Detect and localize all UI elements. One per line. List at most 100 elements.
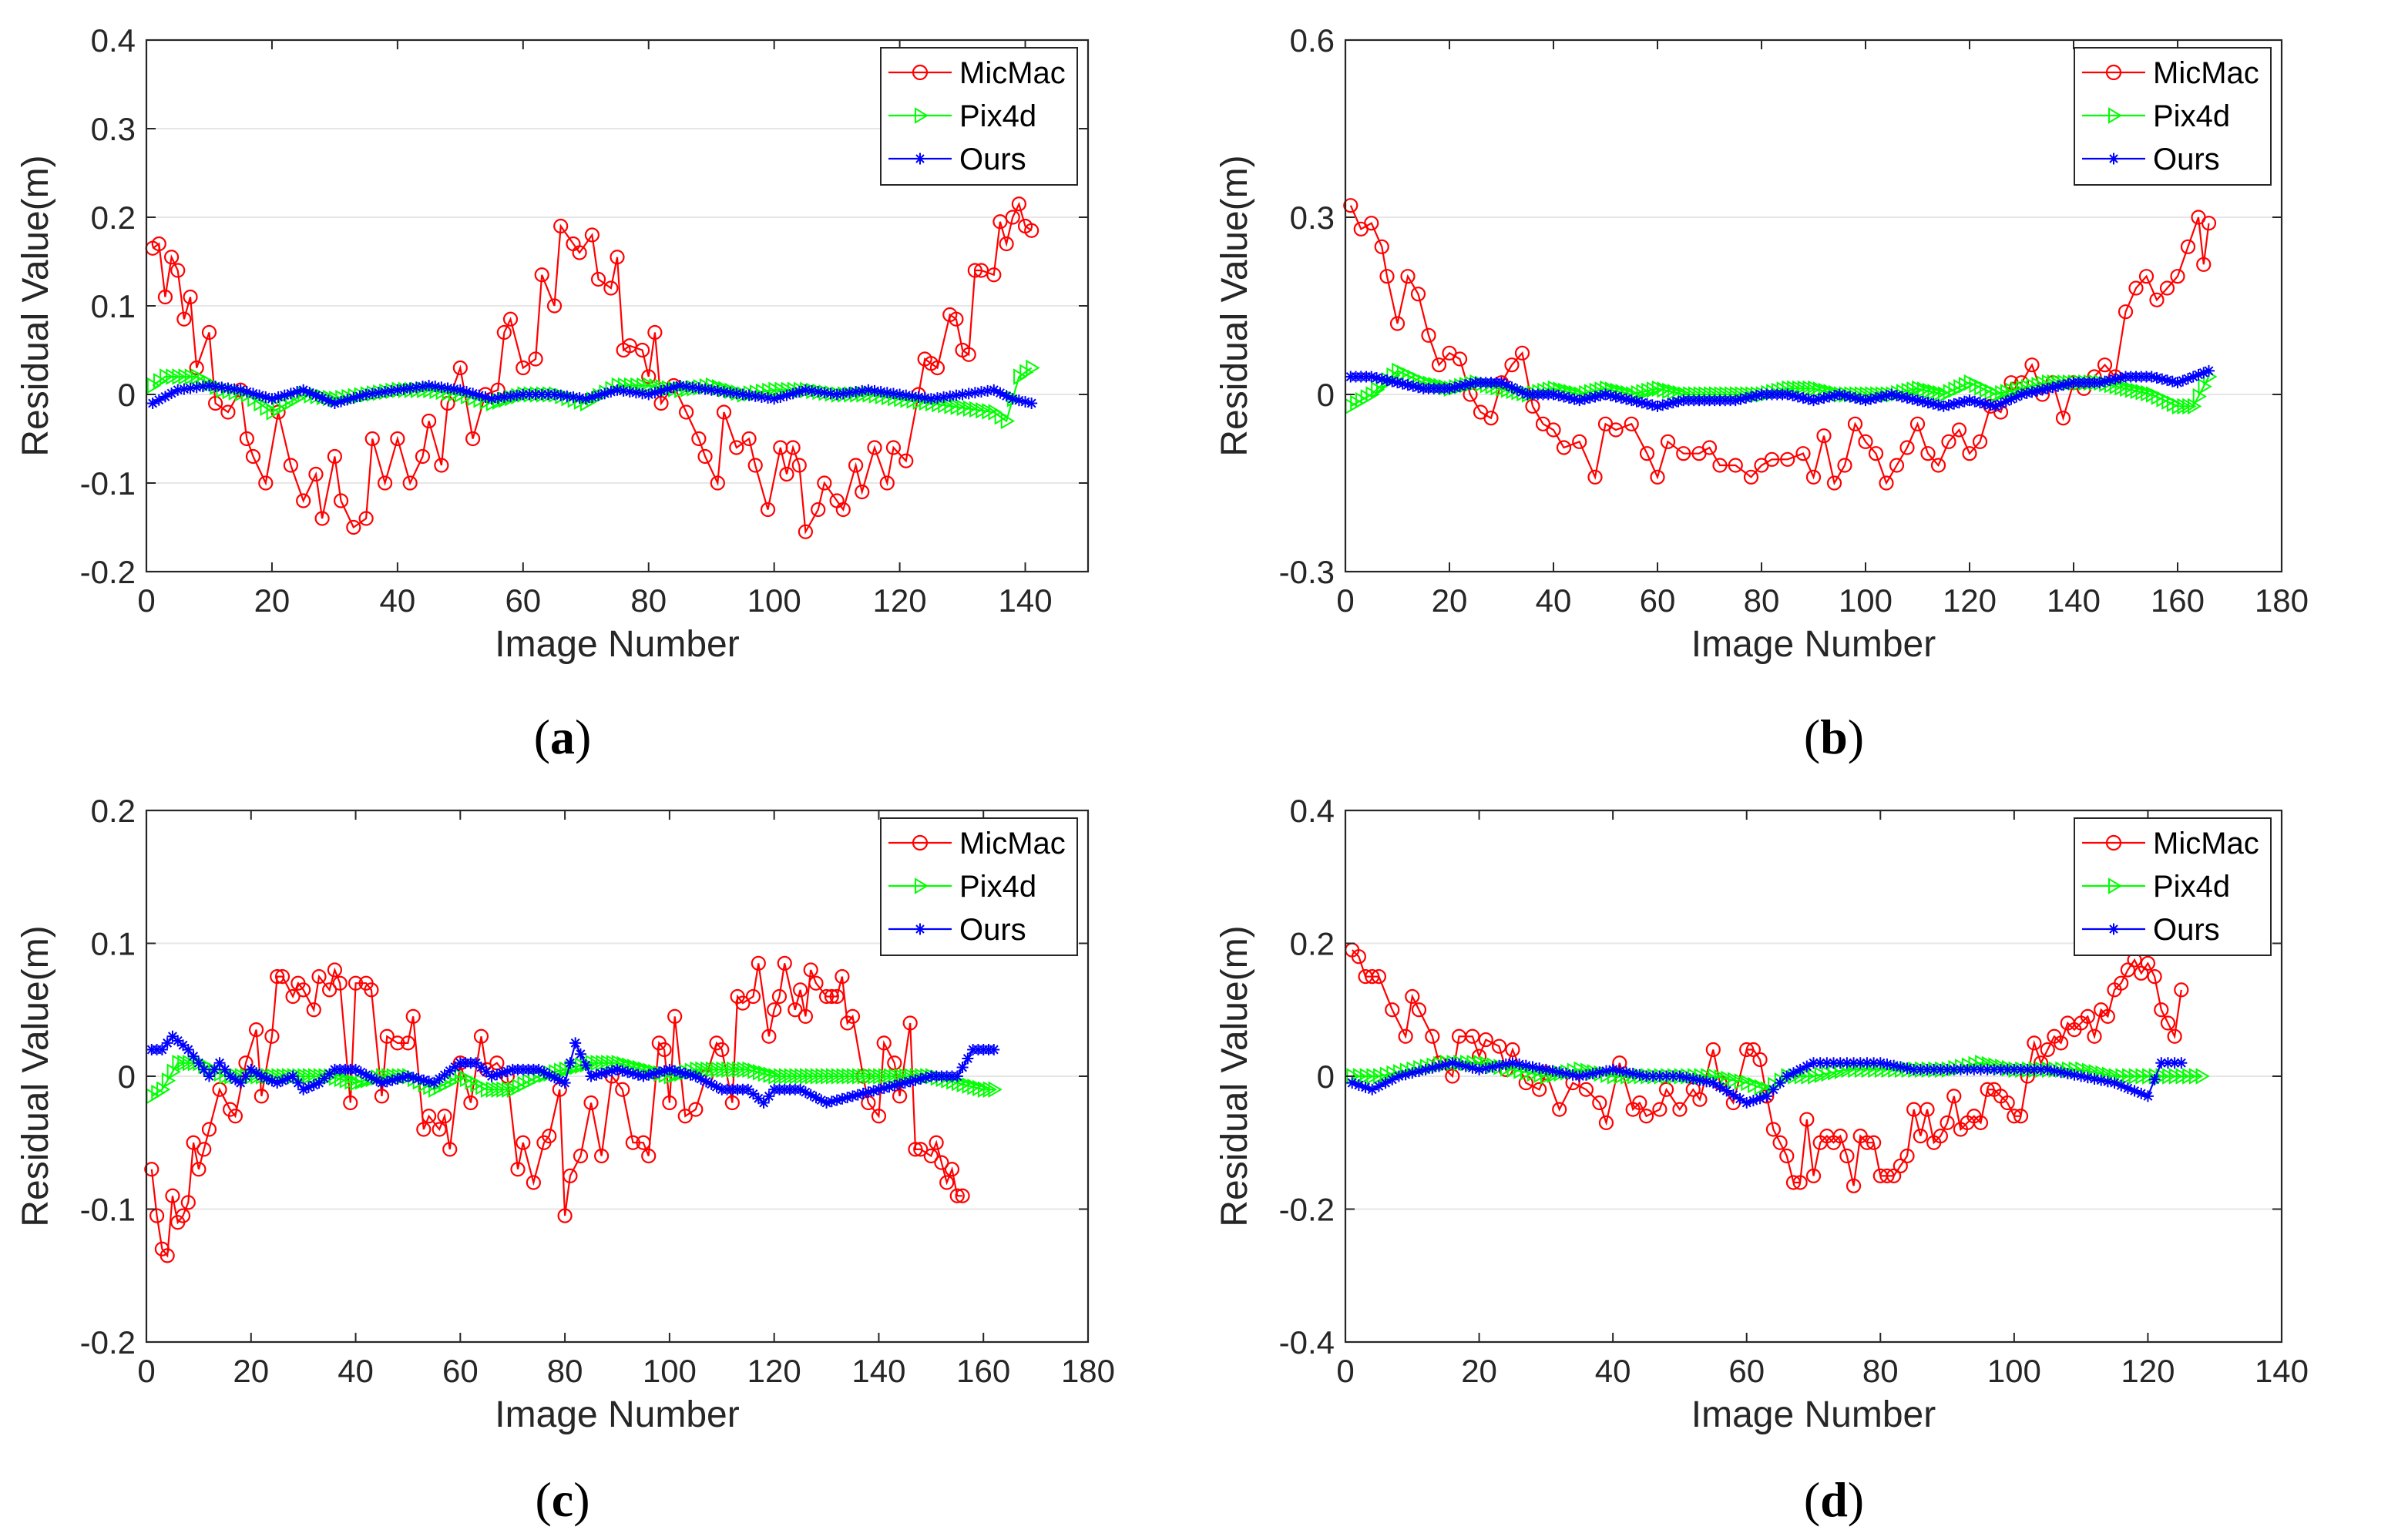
point-ours [690,1070,702,1082]
point-pix4d [2188,1068,2204,1085]
point-ours [161,1037,173,1049]
point-micmac [955,1188,970,1203]
point-ours [1439,1059,1452,1071]
point-pix4d [1607,1068,1622,1085]
point-micmac [208,395,223,411]
point-micmac [2100,1008,2115,1024]
point-micmac [1846,1178,1862,1193]
x-tick-label: 60 [1728,1353,1765,1389]
point-micmac [1652,1102,1668,1117]
point-micmac [1546,422,1561,438]
point-micmac [1743,469,1759,485]
point-ours [491,1069,503,1081]
point-ours [1714,1081,1726,1093]
legend-label: Ours [2153,143,2220,176]
point-micmac [421,413,437,429]
point-ours [757,1097,770,1109]
point-pix4d [2162,1068,2177,1085]
y-tick-label: -0.2 [80,1324,136,1361]
point-micmac [563,1168,578,1183]
x-tick-label: 120 [1943,582,1997,619]
x-axis-label: Image Number [495,624,739,665]
y-tick-label: -0.2 [80,554,136,590]
point-micmac [1389,316,1406,331]
point-micmac [274,969,291,985]
point-micmac [1816,428,1832,444]
y-tick-label: 0 [118,377,136,413]
point-pix4d [1540,1068,1555,1085]
point-ours [1854,1057,1866,1069]
y-tick-label: -0.2 [1279,1192,1335,1228]
x-tick-label: 140 [2047,582,2101,619]
point-micmac [463,1095,479,1111]
point-micmac [1660,434,1676,449]
point-micmac [1951,422,1967,438]
point-ours [2021,1063,2034,1075]
point-micmac [1919,1102,1935,1117]
point-micmac [908,1142,923,1157]
point-micmac [1972,434,1988,449]
point-micmac [939,1175,955,1190]
point-micmac [885,440,902,455]
x-tick-label: 0 [137,582,155,619]
point-micmac [610,250,625,265]
point-ours [1506,1057,1519,1069]
point-micmac [1837,458,1852,473]
point-micmac [1893,1158,1908,1174]
point-ours [1808,1057,1819,1069]
legend-item-ours: Ours [2082,143,2220,176]
point-micmac [176,311,192,327]
point-micmac [1624,416,1639,431]
x-tick-label: 20 [1461,1353,1497,1389]
x-tick-label: 80 [1744,582,1780,619]
point-ours [632,1069,644,1081]
point-micmac [2024,357,2040,373]
point-pix4d [2195,1068,2210,1085]
point-micmac [1728,458,1743,473]
point-micmac [1705,1042,1721,1058]
point-pix4d [1728,1072,1742,1089]
point-micmac [528,351,543,367]
point-micmac [803,962,818,978]
chart-panel-c: 0 20 40 60 80 100 120 140 160 180 -0.2 -0.1 0 0.1 0.2 I… [15,793,1115,1435]
point-micmac [817,475,832,491]
point-micmac [615,1082,630,1097]
x-tick-label: 60 [1640,582,1676,619]
point-micmac [270,969,285,985]
point-micmac [346,519,361,535]
point-micmac [1899,440,1915,455]
point-micmac [415,448,431,465]
point-ours [2141,1090,2154,1102]
legend-label: MicMac [2153,56,2259,90]
x-tick-label: 80 [547,1353,583,1389]
point-micmac [1940,1115,1955,1130]
point-ours [1453,1059,1466,1071]
point-micmac [1780,451,1795,467]
x-tick-label: 100 [747,582,801,619]
point-ours [841,1092,854,1104]
point-micmac [1572,434,1587,449]
point-micmac [1899,1148,1915,1164]
point-micmac [724,1095,740,1111]
series-line-micmac [150,963,963,1258]
y-tick-label: 0 [1317,1059,1335,1095]
x-tick-label: 60 [505,582,541,619]
point-micmac [1785,1175,1802,1190]
y-tick-label: 0 [118,1059,136,1095]
point-micmac [572,245,587,260]
point-ours [700,1075,712,1088]
point-ours [2015,1063,2027,1075]
point-ours [418,1074,430,1086]
point-ours [1961,1063,1973,1075]
point-micmac [546,298,563,314]
point-pix4d [1714,1069,1728,1086]
point-ours [969,387,981,399]
x-tick-label: 100 [643,1353,697,1389]
point-micmac [239,431,254,447]
point-pix4d [1520,1064,1535,1081]
point-micmac [160,1248,175,1263]
x-tick-label: 40 [338,1353,374,1389]
x-tick-label: 140 [2255,1353,2309,1389]
point-micmac [465,431,481,447]
point-micmac [1592,1095,1607,1111]
